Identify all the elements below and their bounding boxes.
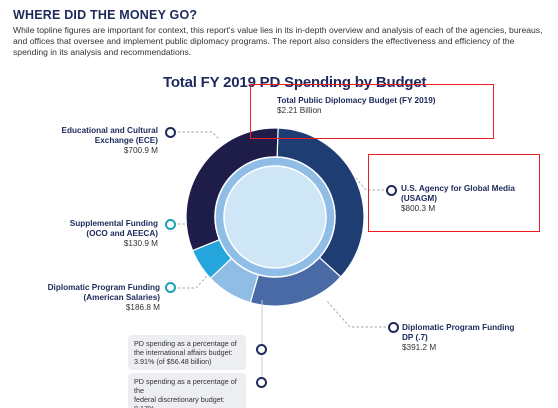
label-dp7-value: $391.2 M bbox=[402, 343, 437, 353]
label-dp7-title-2: DP (.7) bbox=[402, 333, 428, 343]
note1-line3: 3.91% (of $56.48 billion) bbox=[134, 357, 212, 366]
highlight-box-total bbox=[250, 84, 494, 139]
leader-line-3 bbox=[355, 177, 384, 191]
label-dpf-title-2: (American Salaries) bbox=[83, 293, 160, 303]
label-usagm-title-1: U.S. Agency for Global Media bbox=[401, 184, 515, 193]
note2-marker-icon[interactable] bbox=[256, 377, 267, 388]
leader-line-2 bbox=[178, 274, 209, 289]
label-supp-title-1: Supplemental Funding bbox=[69, 219, 158, 228]
label-supp-value: $130.9 M bbox=[123, 239, 158, 249]
label-dpf-value: $186.8 M bbox=[125, 303, 160, 313]
ece-marker-icon[interactable] bbox=[165, 127, 176, 138]
usagm-marker-icon[interactable] bbox=[386, 185, 397, 196]
label-ece-value: $700.9 M bbox=[123, 146, 158, 156]
label-usagm-value: $800.3 M bbox=[401, 204, 436, 214]
label-supplemental: Supplemental Funding (OCO and AEECA) $13… bbox=[40, 219, 158, 250]
label-dpf-salaries: Diplomatic Program Funding (American Sal… bbox=[30, 283, 160, 314]
note1-marker-icon[interactable] bbox=[256, 344, 267, 355]
label-ece: Educational and Cultural Exchange (ECE) … bbox=[40, 126, 158, 157]
supplemental-marker-icon[interactable] bbox=[165, 219, 176, 230]
note1-line2: the international affairs budget: bbox=[134, 348, 233, 357]
leader-line-0 bbox=[178, 131, 221, 141]
total-budget-title: Total Public Diplomacy Budget (FY 2019) bbox=[277, 96, 436, 105]
label-supp-title-2: (OCO and AEECA) bbox=[86, 229, 158, 239]
dpf-salaries-marker-icon[interactable] bbox=[165, 282, 176, 293]
donut-center bbox=[223, 165, 327, 269]
note-international-affairs: PD spending as a percentage of the inter… bbox=[128, 335, 246, 370]
note2-line2: federal discretionary budget: 0.17% bbox=[134, 395, 225, 408]
label-dp7-title-1: Diplomatic Program Funding bbox=[402, 323, 515, 332]
intro-paragraph: While topline figures are important for … bbox=[13, 25, 543, 58]
label-dp7: Diplomatic Program Funding DP (.7) $391.… bbox=[402, 323, 537, 354]
inner-ring bbox=[214, 156, 336, 278]
dp7-marker-icon[interactable] bbox=[388, 322, 399, 333]
note1-line1: PD spending as a percentage of bbox=[134, 339, 237, 348]
outer-ring bbox=[185, 127, 365, 307]
chart-title: Total FY 2019 PD Spending by Budget bbox=[163, 74, 427, 91]
total-budget-value: $2.21 Billion bbox=[277, 106, 322, 116]
label-usagm: U.S. Agency for Global Media (USAGM) $80… bbox=[401, 184, 536, 215]
label-ece-title-1: Educational and Cultural bbox=[61, 126, 158, 135]
note2-line1: PD spending as a percentage of the bbox=[134, 377, 237, 395]
highlight-box-usagm bbox=[368, 154, 540, 232]
leader-lines bbox=[178, 131, 386, 328]
note-federal-discretionary: PD spending as a percentage of the feder… bbox=[128, 373, 246, 408]
leader-line-4 bbox=[325, 299, 386, 328]
label-ece-title-2: Exchange (ECE) bbox=[94, 136, 158, 146]
total-budget-label: Total Public Diplomacy Budget (FY 2019) … bbox=[277, 96, 477, 116]
label-usagm-title-2: (USAGM) bbox=[401, 194, 437, 204]
section-heading: WHERE DID THE MONEY GO? bbox=[13, 8, 198, 22]
label-dpf-title-1: Diplomatic Program Funding bbox=[47, 283, 160, 292]
